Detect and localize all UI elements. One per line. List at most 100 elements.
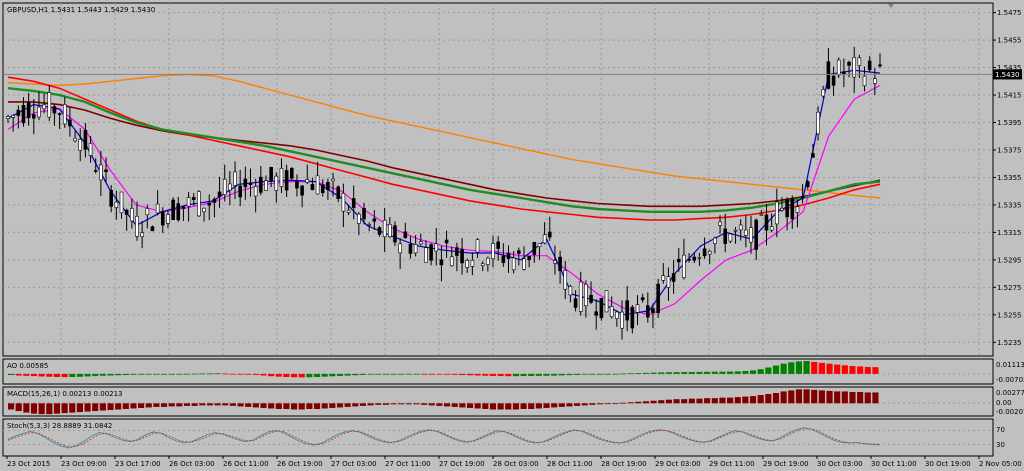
histogram-bar (696, 398, 703, 404)
histogram-bar (482, 373, 489, 376)
candle-body (465, 260, 470, 268)
histogram-bar (92, 373, 99, 377)
candle-body (429, 244, 433, 261)
macd-title: MACD(15,26,1) 0.00213 0.00213 (7, 390, 123, 398)
candle-body (413, 244, 418, 254)
candle-body (31, 114, 36, 119)
histogram-bar (474, 403, 481, 409)
candle-body (646, 305, 650, 318)
histogram-bar (237, 403, 244, 407)
histogram-bar (688, 372, 695, 374)
time-tick-label: 29 Oct 03:00 (655, 460, 701, 468)
histogram-bar (811, 361, 818, 374)
candle-body (47, 92, 52, 118)
price-panel[interactable]: 1.5475 1.5455 1.5435 1.5415 1.5395 1.5375 1.53… (2, 2, 1022, 357)
price-tick-label: 1.5235 (997, 339, 1022, 347)
histogram-bar (864, 392, 871, 404)
histogram-bar (673, 372, 680, 374)
histogram-bar (834, 391, 841, 404)
histogram-bar (69, 403, 76, 413)
histogram-bar (130, 373, 137, 375)
candle-body (372, 218, 377, 222)
candle-body (109, 190, 113, 207)
histogram-bar (168, 373, 175, 375)
price-tick-label: 1.5315 (997, 229, 1022, 237)
candle-body (749, 227, 753, 243)
histogram-bar (15, 373, 22, 376)
macd-tick-top: 0.00277 (996, 389, 1024, 397)
candle-body (609, 306, 614, 318)
time-tick-label: 26 Oct 03:00 (169, 460, 215, 468)
price-tick-label: 1.5395 (997, 119, 1022, 127)
histogram-bar (69, 373, 76, 378)
candle-body (362, 208, 366, 220)
histogram-bar (268, 403, 275, 409)
candle-body (346, 209, 351, 213)
candle-body (186, 197, 191, 207)
price-tick-label: 1.5435 (997, 64, 1022, 72)
candle-body (160, 211, 165, 226)
candle-body (403, 231, 408, 239)
histogram-bar (604, 403, 611, 405)
histogram-bar (436, 373, 443, 375)
stoch-panel[interactable]: Stoch(5,3,3) 28.8889 31.0842 70 30 (2, 418, 1005, 457)
histogram-bar (551, 373, 558, 376)
candle-body (522, 258, 526, 270)
histogram-bar (122, 373, 129, 376)
histogram-bar (237, 373, 244, 375)
candle-body (728, 233, 733, 242)
histogram-bar (214, 403, 221, 406)
histogram-bar (229, 403, 236, 406)
candle-body (635, 304, 640, 313)
candle-body (733, 229, 738, 232)
price-tick-label: 1.5455 (997, 37, 1022, 45)
histogram-bar (375, 373, 382, 375)
price-tick-label: 1.5295 (997, 256, 1022, 264)
histogram-bar (512, 403, 519, 410)
candle-body (62, 104, 67, 125)
stoch-tick-30: 30 (996, 441, 1005, 449)
histogram-bar (436, 403, 443, 406)
candle-body (532, 242, 537, 255)
ao-panel[interactable]: AO 0.00585 0.01113 -0.00702 (2, 358, 1024, 385)
macd-panel[interactable]: MACD(15,26,1) 0.00213 0.00213 0.00277 0.… (2, 386, 1024, 417)
histogram-bar (421, 403, 428, 405)
candle-body (99, 164, 103, 181)
histogram-bar (497, 373, 504, 377)
candle-body (408, 243, 413, 254)
candle-body (16, 109, 21, 116)
histogram-bar (596, 403, 604, 405)
histogram-bar (352, 403, 359, 407)
histogram-bar (512, 373, 519, 377)
candle-body (764, 214, 769, 231)
histogram-bar (749, 370, 757, 374)
histogram-bar (604, 373, 611, 375)
candle-body (682, 254, 686, 278)
candle-body (723, 228, 728, 244)
histogram-bar (466, 373, 474, 376)
candle-body (398, 243, 402, 254)
histogram-bar (581, 373, 588, 375)
histogram-bar (665, 372, 672, 374)
candle-body (357, 213, 361, 224)
price-panel-frame (2, 2, 994, 357)
candle-body (697, 257, 702, 259)
histogram-bar (474, 373, 481, 376)
histogram-bar (734, 397, 741, 404)
histogram-bar (53, 403, 61, 414)
time-tick-label: 26 Oct 19:00 (277, 460, 323, 468)
histogram-bar (543, 403, 550, 408)
candle-body (826, 61, 831, 89)
current-price-label: 1.5430 (995, 71, 1020, 79)
histogram-bar (841, 391, 848, 404)
histogram-bar (390, 373, 397, 375)
candle-body (517, 250, 521, 254)
candle-body (584, 283, 588, 306)
candle-body (496, 241, 500, 249)
candle-body (388, 223, 392, 238)
candle-body (702, 248, 707, 257)
shift-marker-icon[interactable] (888, 4, 894, 8)
candle-body (11, 115, 15, 118)
time-tick-label: 29 Oct 11:00 (709, 460, 755, 468)
